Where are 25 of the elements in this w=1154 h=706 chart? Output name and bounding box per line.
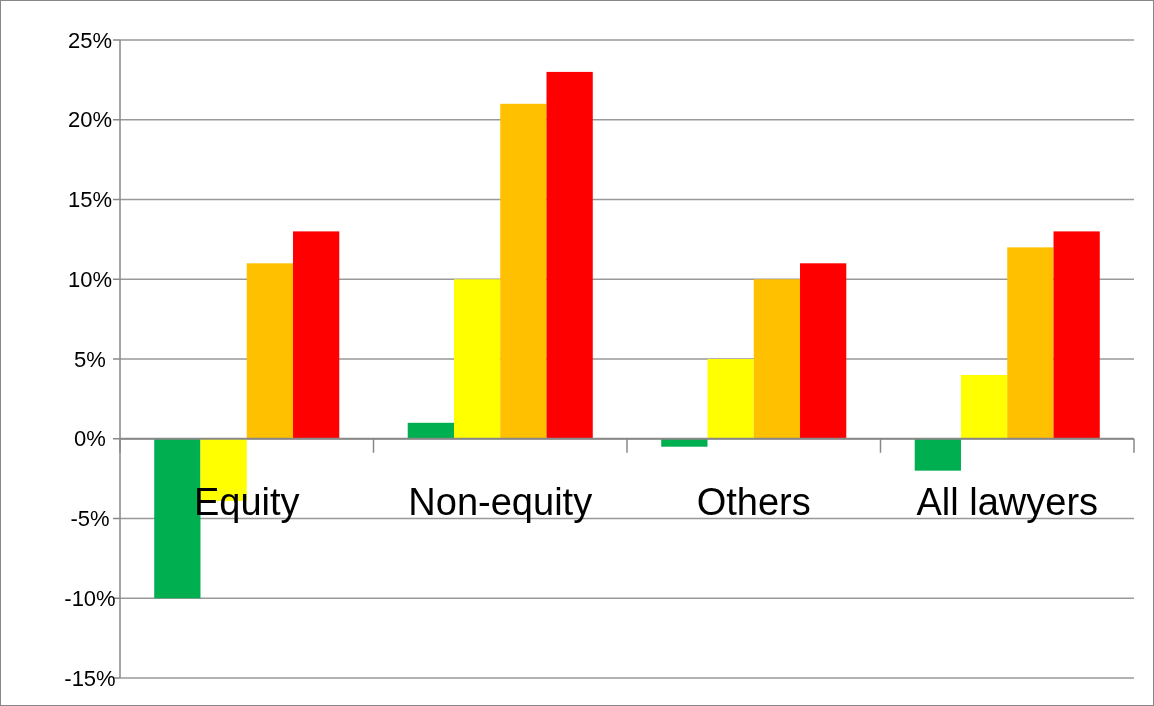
bar bbox=[753, 279, 801, 439]
y-tick-label: 20% bbox=[67, 107, 113, 133]
bar bbox=[1053, 231, 1100, 439]
y-tick-label: 0% bbox=[74, 426, 106, 452]
bar bbox=[914, 438, 961, 471]
bar bbox=[453, 279, 501, 439]
bar bbox=[960, 374, 1008, 439]
bar bbox=[800, 263, 847, 439]
y-tick-label: 10% bbox=[67, 266, 113, 292]
x-tick-label: All lawyers bbox=[916, 480, 1099, 523]
x-tick-label: Non-equity bbox=[408, 480, 593, 523]
y-tick-label: 25% bbox=[67, 27, 113, 53]
bar bbox=[546, 71, 593, 439]
y-tick-label: 5% bbox=[74, 346, 106, 372]
bar bbox=[246, 263, 294, 439]
y-tick-label: 15% bbox=[67, 187, 113, 213]
y-tick-label: -10% bbox=[64, 585, 116, 611]
bar bbox=[500, 103, 547, 439]
x-tick-label: Others bbox=[696, 480, 811, 523]
y-tick-label: -5% bbox=[70, 506, 110, 532]
bar bbox=[1007, 247, 1054, 439]
y-tick-label: -15% bbox=[64, 665, 116, 691]
bar bbox=[293, 231, 340, 439]
bar bbox=[707, 359, 754, 439]
bar bbox=[407, 422, 454, 439]
